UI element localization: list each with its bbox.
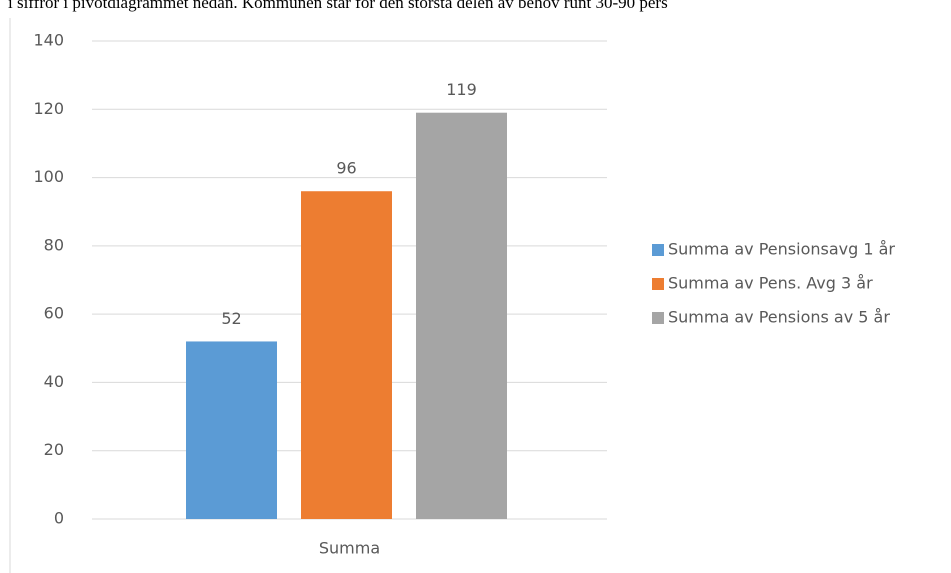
legend-label: Summa av Pensions av 5 år xyxy=(668,308,890,327)
y-tick-label: 120 xyxy=(33,99,64,118)
caption: i siffror i pivotdiagrammet nedan. Kommu… xyxy=(8,0,668,12)
y-tick-label: 100 xyxy=(33,167,64,186)
legend-swatch xyxy=(652,244,664,256)
y-tick-label: 140 xyxy=(33,31,64,50)
legend-swatch xyxy=(652,312,664,324)
bar xyxy=(301,191,392,519)
y-tick-label: 20 xyxy=(44,440,64,459)
y-tick-label: 60 xyxy=(44,304,64,323)
legend-label: Summa av Pens. Avg 3 år xyxy=(668,274,873,293)
legend-swatch xyxy=(652,278,664,290)
y-tick-label: 0 xyxy=(54,509,64,528)
legend-label: Summa av Pensionsavg 1 år xyxy=(668,240,895,259)
y-tick-label: 80 xyxy=(44,235,64,254)
bar xyxy=(186,341,277,519)
bar xyxy=(416,112,507,519)
y-tick-label: 40 xyxy=(44,372,64,391)
x-tick-label: Summa xyxy=(319,539,380,558)
data-label: 119 xyxy=(446,80,477,99)
data-label: 52 xyxy=(221,309,241,328)
data-label: 96 xyxy=(336,159,356,178)
